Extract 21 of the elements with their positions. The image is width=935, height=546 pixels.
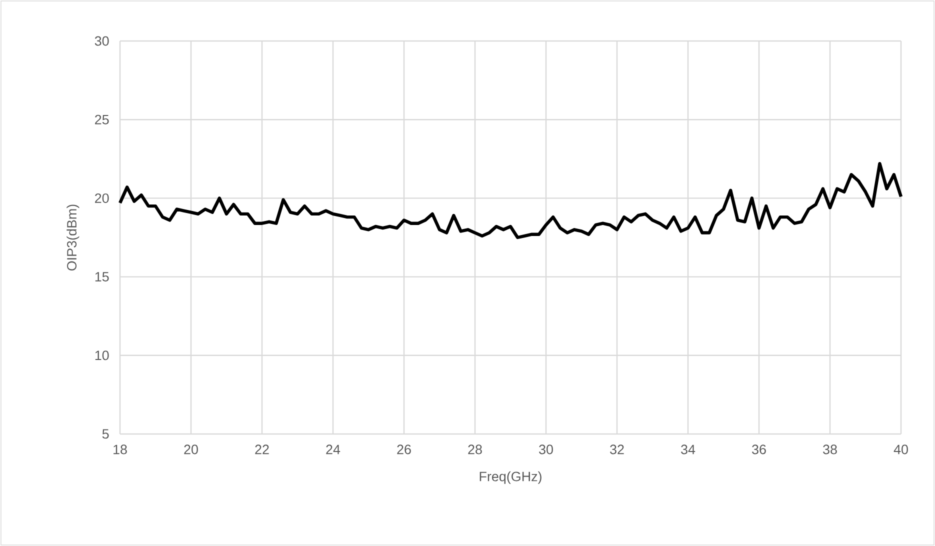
x-tick-label: 34 (681, 444, 696, 454)
x-tick-label: 40 (894, 444, 908, 454)
x-tick-label: 22 (255, 444, 269, 454)
x-tick-label: 38 (823, 444, 837, 454)
x-tick-label: 30 (539, 444, 553, 454)
x-tick-label: 18 (114, 444, 127, 454)
x-tick-label: 24 (326, 444, 340, 454)
x-tick-label: 20 (184, 444, 198, 454)
y-tick-label: 30 (94, 36, 109, 46)
y-tick-label: 25 (95, 114, 109, 124)
x-tick-label: 36 (752, 444, 766, 454)
y-tick-label: 20 (95, 193, 109, 203)
y-axis-title: OIP3(dBm) (66, 204, 80, 270)
y-tick-label: 5 (102, 429, 109, 439)
x-tick-label: 26 (397, 444, 411, 454)
x-tick-label: 32 (610, 444, 624, 454)
line-series (118, 162, 903, 240)
y-tick-label: 10 (95, 350, 109, 360)
y-tick-label: 15 (95, 272, 109, 282)
x-tick-label: 28 (468, 444, 482, 454)
x-axis-title: Freq(GHz) (480, 471, 542, 484)
